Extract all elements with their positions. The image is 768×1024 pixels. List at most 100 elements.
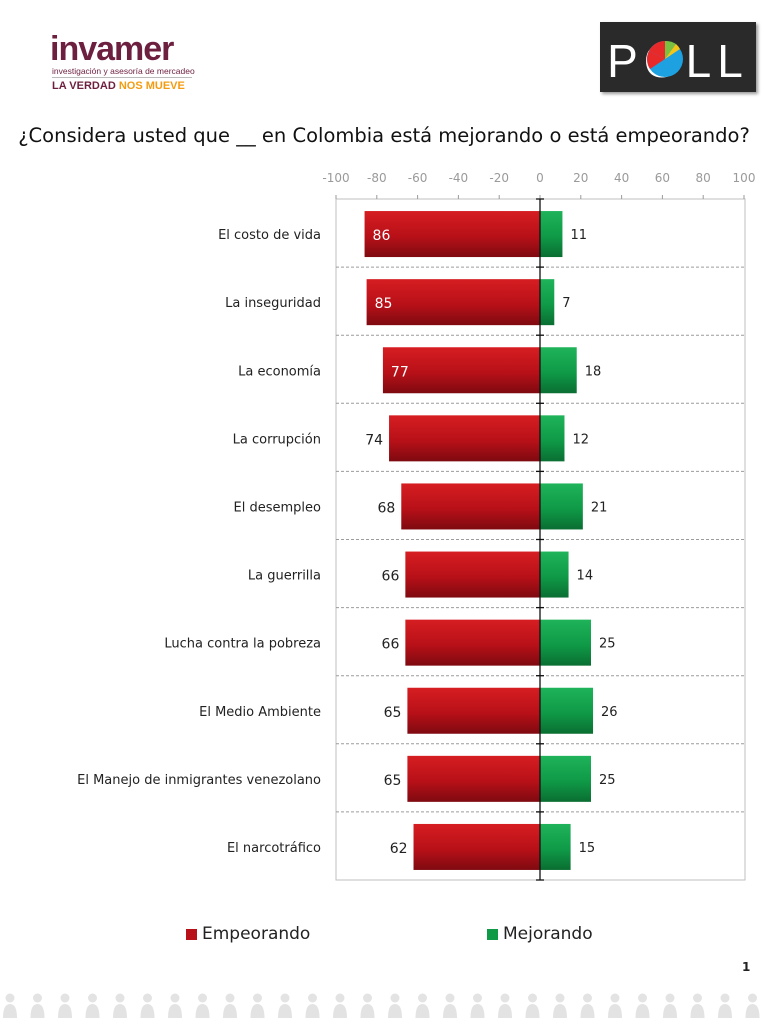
person-icon (30, 993, 45, 1018)
legend-label-empeorando: Empeorando (202, 924, 311, 944)
person-icon (85, 993, 100, 1018)
bar-empeorando (389, 415, 540, 462)
category-label: La economía (238, 364, 321, 379)
legend-swatch-empeorando (186, 928, 197, 940)
data-label-mejorando: 11 (570, 228, 587, 243)
bar-mejorando (540, 687, 594, 734)
person-icon (223, 993, 237, 1018)
category-label: El costo de vida (218, 228, 321, 243)
bar-empeorando (405, 551, 540, 598)
category-label: La inseguridad (225, 296, 321, 311)
x-tick-label: -80 (367, 171, 387, 185)
page-number: 1 (742, 960, 751, 974)
logo-brand: invamer (50, 30, 174, 68)
pie-icon (647, 40, 683, 77)
data-label-mejorando: 25 (599, 773, 616, 788)
person-icon (168, 993, 182, 1018)
person-icon (250, 993, 265, 1018)
bar-empeorando (413, 823, 540, 870)
x-tick-label: -20 (489, 171, 509, 185)
person-icon (525, 993, 540, 1018)
bar-empeorando (382, 347, 540, 394)
data-label-mejorando: 25 (599, 637, 616, 652)
logo-tagline: investigación y asesoría de mercadeo (52, 66, 195, 76)
category-label: El narcotráfico (227, 841, 321, 856)
category-label: El Manejo de inmigrantes venezolano (77, 773, 321, 788)
x-tick-label: -60 (408, 171, 428, 185)
x-tick-label: 20 (573, 171, 588, 185)
invamer-logo: invamer investigación y asesoría de merc… (48, 18, 208, 98)
data-label-empeorando: 65 (384, 705, 402, 721)
bar-mejorando (540, 415, 565, 462)
person-icon (58, 993, 72, 1018)
person-icon (305, 993, 320, 1018)
data-label-empeorando: 66 (382, 569, 400, 585)
data-label-empeorando: 66 (382, 637, 400, 653)
person-icon (745, 993, 760, 1018)
person-icon (470, 993, 485, 1018)
person-icon (635, 993, 650, 1018)
category-label: El desempleo (234, 500, 322, 515)
legend-label-mejorando: Mejorando (503, 924, 593, 944)
poll-logo: POLL (600, 22, 756, 92)
person-icon (553, 993, 567, 1018)
person-icon (498, 993, 512, 1018)
footer-people-pattern (3, 993, 760, 1018)
bar-mejorando (540, 279, 555, 326)
logo-slogan-b: NOS MUEVE (118, 80, 185, 92)
bar-mejorando (540, 619, 591, 666)
data-label-empeorando: 65 (384, 773, 402, 789)
logo-divider (52, 77, 192, 78)
data-label-empeorando: 62 (390, 841, 408, 857)
bar-mejorando (540, 211, 563, 258)
person-icon (333, 993, 347, 1018)
data-label-empeorando: 68 (377, 500, 395, 516)
x-tick-label: -100 (322, 171, 349, 185)
person-icon (388, 993, 402, 1018)
bar-mejorando (540, 483, 583, 530)
bar-empeorando (366, 279, 540, 326)
person-icon (195, 993, 210, 1018)
data-label-empeorando: 74 (365, 432, 383, 448)
x-tick-label: 0 (536, 171, 544, 185)
bar-empeorando (407, 687, 540, 734)
person-icon (580, 993, 595, 1018)
legend-item-empeorando: Empeorando (186, 924, 310, 944)
x-tick-label: 100 (733, 171, 756, 185)
person-icon (663, 993, 677, 1018)
person-icon (360, 993, 375, 1018)
x-tick-label: 60 (655, 171, 670, 185)
bar-mejorando (540, 755, 591, 802)
bar-mejorando (540, 551, 569, 598)
data-label-empeorando: 86 (373, 228, 391, 244)
x-tick-label: -40 (449, 171, 469, 185)
data-label-mejorando: 18 (585, 364, 602, 379)
category-label: La guerrilla (248, 569, 321, 584)
category-label: El Medio Ambiente (199, 705, 321, 720)
person-icon (3, 993, 17, 1018)
legend-swatch-mejorando (487, 928, 498, 940)
data-label-mejorando: 21 (591, 500, 608, 515)
logo-slogan: LA VERDAD NOS MUEVE (52, 80, 185, 92)
data-label-mejorando: 14 (577, 569, 594, 584)
data-label-mejorando: 26 (601, 705, 618, 720)
bar-empeorando (364, 211, 540, 258)
logo-slogan-a: LA VERDAD (52, 80, 116, 92)
person-icon (608, 993, 622, 1018)
legend-item-mejorando: Mejorando (487, 924, 593, 944)
x-tick-label: 80 (696, 171, 711, 185)
category-label: Lucha contra la pobreza (164, 637, 321, 652)
data-label-mejorando: 15 (579, 841, 596, 856)
data-label-empeorando: 85 (375, 296, 393, 312)
person-icon (113, 993, 127, 1018)
diverging-bar-chart: -100 -80 -60 -40 -20 0 20 40 60 80 100 El costo de … (77, 171, 756, 881)
bar-mejorando (540, 823, 571, 870)
person-icon (443, 993, 457, 1018)
bar-empeorando (407, 755, 540, 802)
person-icon (718, 993, 732, 1018)
person-icon (278, 993, 292, 1018)
person-icon (415, 993, 430, 1018)
bar-mejorando (540, 347, 577, 394)
person-icon (690, 993, 705, 1018)
data-label-mejorando: 7 (562, 296, 570, 311)
